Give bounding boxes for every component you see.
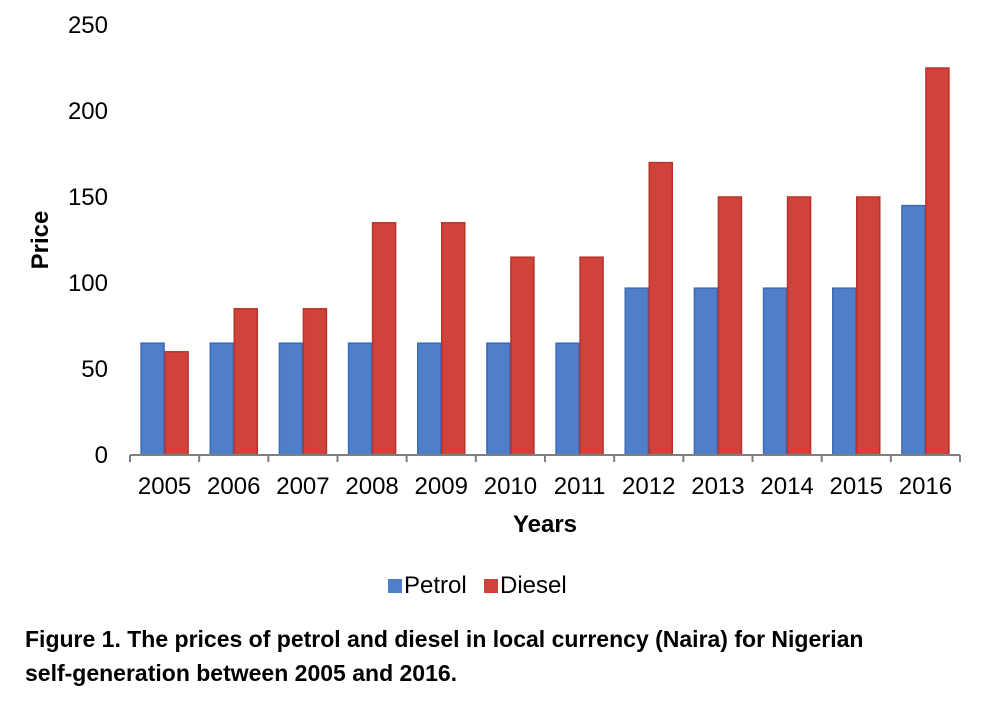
bar-petrol-2014	[762, 287, 788, 456]
x-tick-label: 2013	[691, 473, 744, 500]
bar-petrol-2015	[832, 287, 857, 456]
y-axis-tick-labels: 0 50 100 150 200 250	[68, 12, 108, 469]
bar-diesel-2007	[302, 308, 328, 456]
y-tick-label: 100	[68, 270, 108, 297]
x-axis	[129, 454, 961, 462]
caption-line-2: self-generation between 2005 and 2016.	[25, 660, 458, 686]
legend-label-petrol: Petrol	[404, 572, 467, 599]
bar-petrol-2011	[555, 342, 580, 456]
bar-diesel-2008	[371, 222, 397, 456]
bar-diesel-2010	[510, 256, 535, 456]
legend-label-diesel: Diesel	[500, 572, 567, 599]
bar-petrol-2006	[209, 342, 234, 456]
x-tick-label: 2007	[276, 473, 329, 500]
y-tick-label: 250	[68, 12, 108, 39]
legend-swatch-diesel	[484, 579, 498, 593]
bar-chart: 0 50 100 150 200 250 2005 2006 2007 2008 2009 2010…	[27, 12, 961, 599]
bar-petrol-2008	[347, 342, 373, 456]
bar-diesel-2005	[164, 351, 189, 456]
x-tick-label: 2016	[899, 473, 952, 500]
bar-group	[140, 67, 950, 456]
bar-petrol-2012	[624, 287, 649, 456]
x-tick-label: 2011	[554, 473, 606, 500]
legend: Petrol Diesel	[388, 572, 567, 599]
x-tick-label: 2008	[345, 473, 398, 500]
x-tick-label: 2006	[207, 473, 260, 500]
bar-diesel-2011	[579, 256, 604, 456]
bar-petrol-2009	[417, 342, 442, 456]
bar-petrol-2016	[901, 204, 926, 456]
y-tick-label: 0	[95, 442, 108, 469]
bar-diesel-2014	[786, 196, 812, 456]
x-tick-label: 2009	[415, 473, 468, 500]
x-axis-tick-labels: 2005 2006 2007 2008 2009 2010 2011 2012 2013 2014…	[138, 473, 952, 500]
bar-diesel-2013	[717, 196, 743, 456]
bar-diesel-2015	[856, 196, 881, 456]
bar-petrol-2007	[278, 342, 304, 456]
legend-swatch-petrol	[388, 579, 402, 593]
y-tick-label: 50	[81, 356, 108, 383]
y-axis-title: Price	[27, 211, 54, 270]
x-tick-label: 2010	[484, 473, 537, 500]
x-tick-label: 2014	[760, 473, 813, 500]
x-tick-label: 2015	[830, 473, 883, 500]
bar-petrol-2013	[693, 287, 719, 456]
bar-diesel-2006	[233, 308, 258, 456]
y-tick-label: 150	[68, 184, 108, 211]
bar-diesel-2016	[925, 67, 950, 456]
caption-line-1: Figure 1. The prices of petrol and diese…	[25, 626, 864, 652]
figure-caption: Figure 1. The prices of petrol and diese…	[25, 622, 975, 690]
bar-diesel-2009	[441, 222, 466, 456]
x-tick-label: 2012	[622, 473, 675, 500]
y-tick-label: 200	[68, 98, 108, 125]
x-tick-label: 2005	[138, 473, 191, 500]
bar-petrol-2005	[140, 342, 165, 456]
x-axis-title: Years	[513, 511, 577, 538]
bar-petrol-2010	[486, 342, 511, 456]
bar-diesel-2012	[648, 161, 673, 456]
